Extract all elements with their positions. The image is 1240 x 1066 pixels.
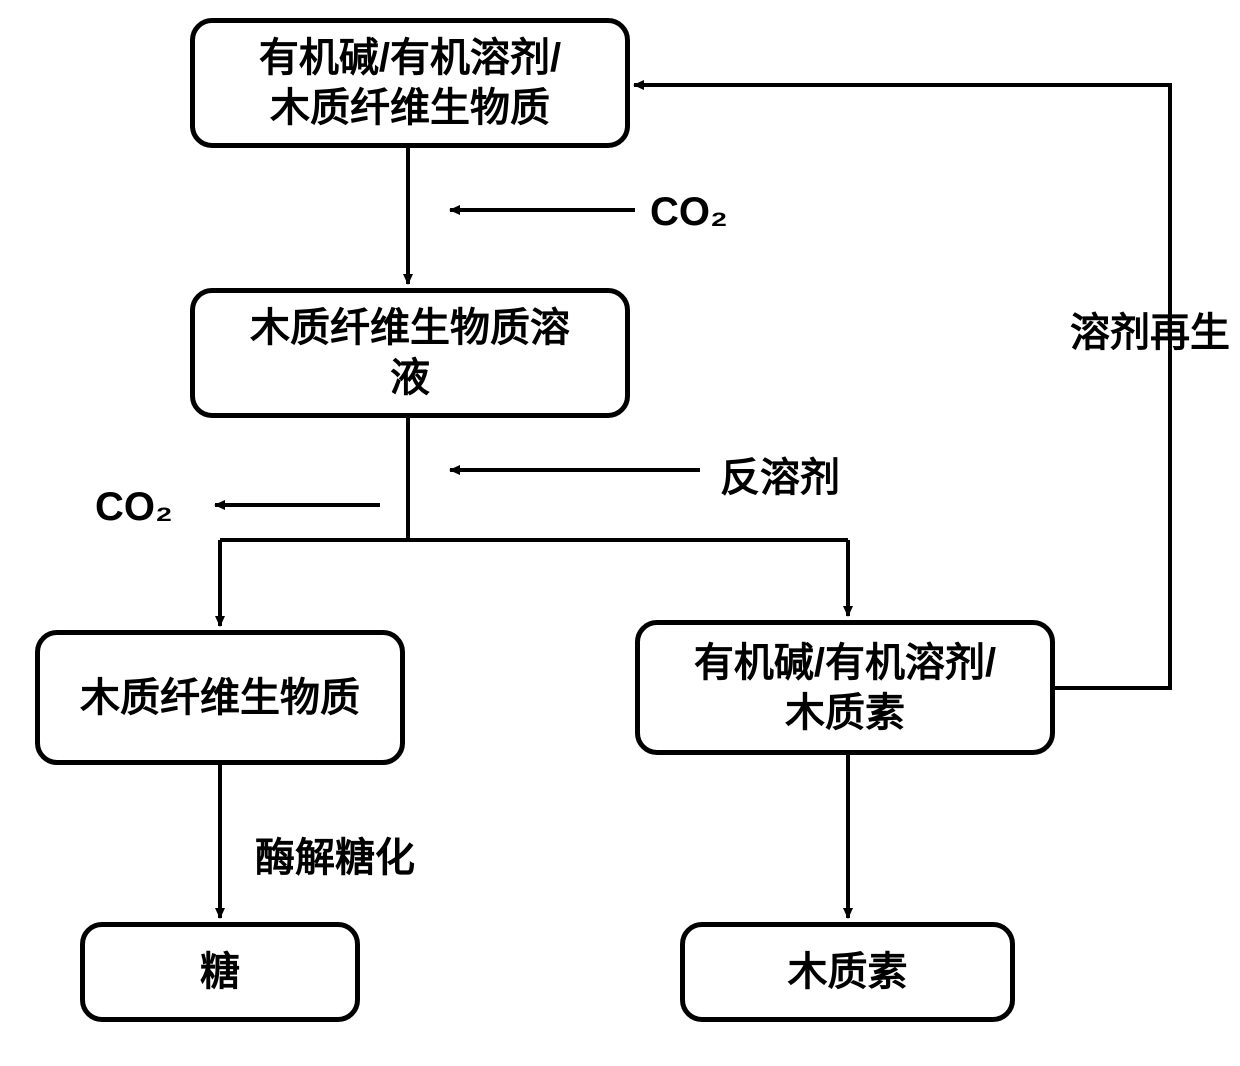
label-co2-in: CO₂ [650, 190, 728, 235]
label-regen: 溶剂再生 [1070, 300, 1230, 358]
box-sugar-text: 糖 [200, 947, 240, 997]
label-antisolvent: 反溶剂 [720, 445, 840, 503]
box-lignin: 木质素 [680, 922, 1015, 1022]
box-biomass-out: 木质纤维生物质 [35, 630, 405, 765]
box-top-input: 有机碱/有机溶剂/木质纤维生物质 [190, 18, 630, 148]
box-lignin-text: 木质素 [788, 947, 908, 997]
arrow-regeneration [634, 85, 1170, 688]
box-solvent-lignin-text: 有机碱/有机溶剂/木质素 [694, 638, 996, 738]
label-enzymatic: 酶解糖化 [255, 825, 415, 883]
box-solution: 木质纤维生物质溶液 [190, 288, 630, 418]
label-co2-out: CO₂ [95, 485, 173, 530]
box-solution-text: 木质纤维生物质溶液 [250, 303, 570, 403]
box-biomass-text: 木质纤维生物质 [80, 673, 360, 723]
flow-arrows [0, 0, 1240, 1066]
box-top-text: 有机碱/有机溶剂/木质纤维生物质 [259, 33, 561, 133]
box-sugar: 糖 [80, 922, 360, 1022]
box-solvent-lignin: 有机碱/有机溶剂/木质素 [635, 620, 1055, 755]
